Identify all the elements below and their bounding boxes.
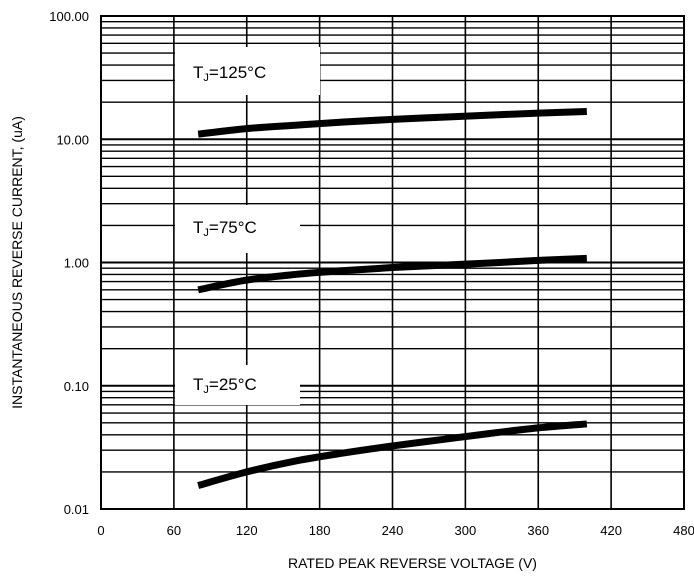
plot-frame [100,15,685,510]
series-label-2: TJ=25°C [193,375,257,396]
y-tick-labels: 0.01 0.10 1.00 10.00 100.00 [49,9,89,517]
y-tick-label-0: 0.01 [64,502,89,517]
curves [197,107,588,489]
x-tick-label-7: 420 [600,523,622,538]
y-tick-label-2: 1.00 [64,256,89,271]
x-tick-label-5: 300 [455,523,477,538]
x-tick-label-3: 180 [309,523,331,538]
series-line-2 [197,420,588,489]
x-tick-label-2: 120 [236,523,258,538]
y-tick-label-1: 0.10 [64,379,89,394]
series-line-0 [197,107,587,138]
x-tick-label-6: 360 [527,523,549,538]
series-label-box-2 [175,365,300,405]
series-label-0: TJ=125°C [193,63,266,84]
series-labels: TJ=125°C TJ=75°C TJ=25°C [175,47,320,405]
x-tick-labels: 0 60 120 180 240 300 360 420 480 [97,523,694,538]
series-label-box-1 [175,205,300,253]
series-label-box-0 [175,47,320,95]
x-tick-label-4: 240 [382,523,404,538]
series-label-1: TJ=75°C [193,218,257,239]
plot-border [100,15,685,510]
y-axis-label: INSTANTANEOUS REVERSE CURRENT, (uA) [9,116,25,409]
y-tick-label-3: 10.00 [56,132,89,147]
series-line-1 [197,254,587,294]
x-tick-label-0: 0 [97,523,104,538]
x-axis-label: RATED PEAK REVERSE VOLTAGE (V) [288,555,537,571]
x-tick-label-1: 60 [167,523,181,538]
grid [100,16,685,510]
x-tick-label-8: 480 [673,523,694,538]
y-tick-label-4: 100.00 [49,9,89,24]
